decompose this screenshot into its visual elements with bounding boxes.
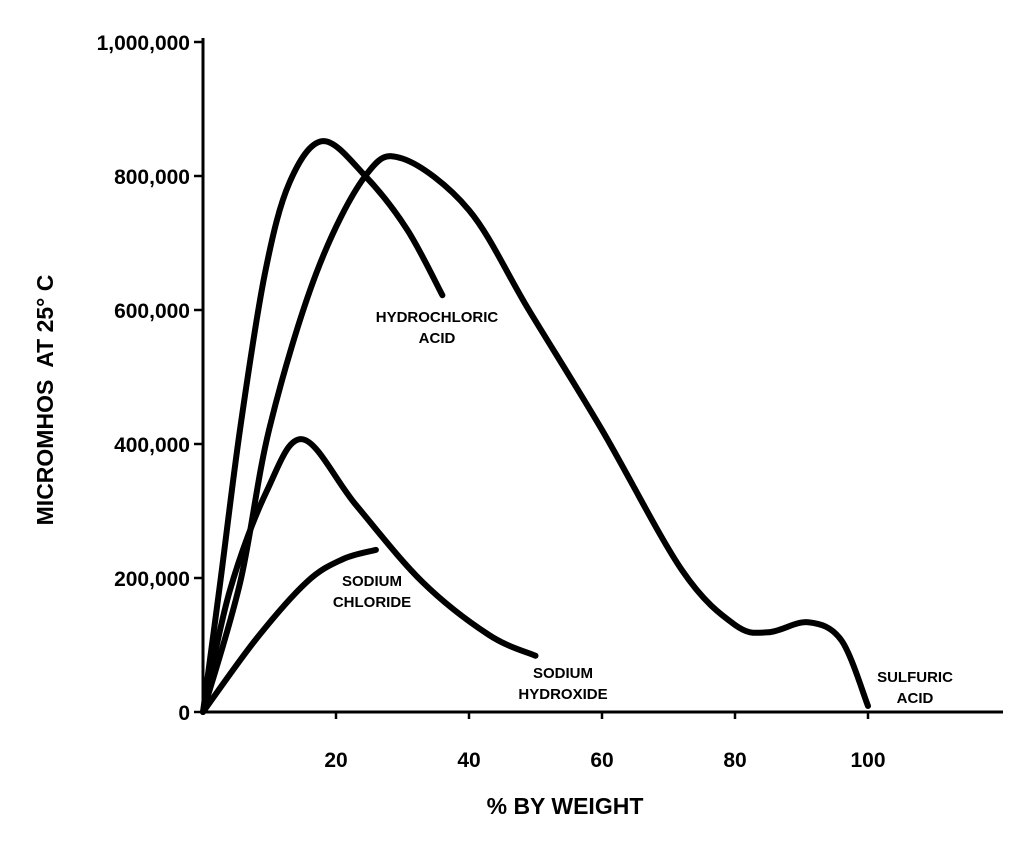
label-sodium-chloride: CHLORIDE [333, 594, 411, 611]
label-hydrochloric-acid: HYDROCHLORIC [376, 309, 499, 326]
x-tick-label: 80 [723, 749, 746, 772]
curve-sodium-hydroxide [200, 436, 539, 715]
curve-sulfuric-acid [200, 153, 871, 715]
x-axis-label: % BY WEIGHT [487, 793, 644, 819]
x-tick-label: 100 [850, 749, 885, 772]
y-tick-label: 1,000,000 [97, 32, 190, 55]
x-tick-label: 20 [324, 749, 347, 772]
label-hydrochloric-acid: ACID [419, 330, 456, 347]
curve-hydrochloric-acid [200, 138, 446, 715]
label-sodium-hydroxide: HYDROXIDE [518, 686, 607, 703]
curves [200, 138, 871, 715]
curve-sodium-chloride [200, 546, 379, 715]
y-tick-label: 400,000 [114, 434, 190, 457]
y-tick-label: 600,000 [114, 300, 190, 323]
label-sodium-hydroxide: SODIUM [533, 665, 593, 682]
label-sulfuric-acid: SULFURIC [877, 669, 953, 686]
y-tick-label: 200,000 [114, 568, 190, 591]
y-axis-label: MICROMHOS AT 25° C [32, 275, 58, 526]
y-tick-label: 0 [178, 702, 190, 725]
axes: 0 200,000 400,000 600,000 800,000 1,000,000 20… [97, 32, 1003, 772]
label-sodium-chloride: SODIUM [342, 573, 402, 590]
label-sulfuric-acid: ACID [897, 690, 934, 707]
curve-labels: HYDROCHLORIC ACID SULFURIC ACID SODIUM HYDROX… [333, 309, 953, 707]
x-tick-label: 60 [590, 749, 613, 772]
y-tick-label: 800,000 [114, 166, 190, 189]
x-tick-label: 40 [457, 749, 480, 772]
